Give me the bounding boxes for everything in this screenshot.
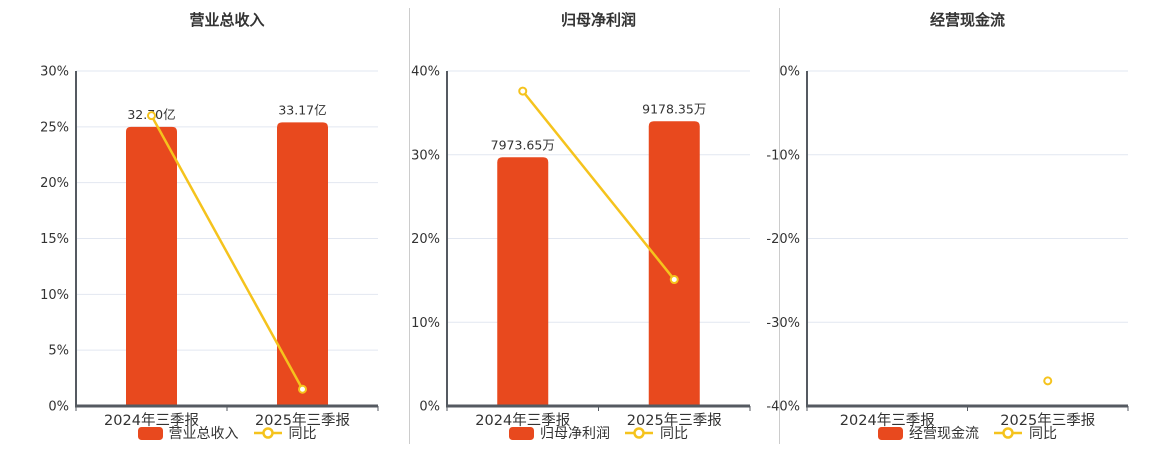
y-tick-label: 40% (411, 65, 440, 80)
y-tick-label: -30% (766, 316, 800, 331)
y-tick-label: 25% (40, 120, 69, 135)
yoy-line (150, 115, 304, 390)
x-category-label: 2024年三季报 (104, 412, 199, 429)
legend-label: 经营现金流 (909, 426, 979, 442)
y-tick-label: 10% (40, 288, 69, 303)
y-tick-label: -20% (766, 232, 800, 247)
legend-item-revenue[interactable]: 营业总收入 (137, 423, 239, 443)
yoy-marker (1043, 376, 1053, 386)
legend-revenue: 营业总收入 同比 (76, 424, 378, 442)
y-tick-label: 0% (419, 400, 440, 415)
chart-title-revenue: 营业总收入 (189, 11, 265, 29)
x-category-label: 2025年三季报 (255, 412, 350, 429)
x-category-label: 2024年三季报 (475, 412, 570, 429)
bar-swatch-icon (509, 426, 534, 440)
yoy-line (521, 90, 676, 281)
y-tick-label: 5% (48, 344, 69, 359)
bar[interactable] (497, 157, 549, 406)
yoy-marker (298, 384, 307, 394)
legend-cash-flow: 经营现金流 同比 (807, 424, 1128, 442)
x-category-label: 2025年三季报 (627, 412, 722, 429)
yoy-marker (147, 111, 156, 121)
bar[interactable] (277, 122, 328, 406)
yoy-marker (669, 275, 679, 285)
legend-net-profit: 归母净利润 同比 (447, 424, 750, 442)
y-tick-label: 30% (40, 65, 69, 80)
bar[interactable] (648, 121, 700, 406)
legend-label: 同比 (288, 426, 317, 442)
legend-item-cash-flow[interactable]: 经营现金流 (878, 423, 979, 443)
x-category-label: 2025年三季报 (1000, 412, 1095, 429)
y-tick-label: 0% (48, 400, 69, 415)
y-tick-label: -10% (766, 148, 800, 163)
bar-value-label: 7973.65万 (491, 137, 555, 152)
bar-value-label: 9178.35万 (642, 101, 706, 116)
bar-swatch-icon (878, 426, 903, 440)
legend-label: 归母净利润 (540, 426, 610, 442)
y-tick-label: -40% (766, 400, 800, 415)
y-tick-label: 20% (40, 176, 69, 191)
bar-swatch-icon (137, 426, 163, 440)
legend-label: 同比 (660, 426, 688, 442)
y-tick-label: 30% (411, 148, 440, 163)
legend-item-yoy[interactable]: 同比 (253, 423, 317, 443)
yoy-marker (518, 86, 528, 96)
legend-label: 同比 (1029, 426, 1057, 442)
legend-item-yoy[interactable]: 同比 (624, 423, 688, 443)
y-tick-label: 20% (411, 232, 440, 247)
y-tick-label: 0% (779, 65, 800, 80)
bar[interactable] (126, 126, 177, 406)
legend-item-yoy[interactable]: 同比 (993, 423, 1057, 443)
chart-title-cash-flow: 经营现金流 (929, 11, 1005, 29)
x-category-label: 2024年三季报 (840, 412, 935, 429)
y-tick-label: 10% (411, 316, 440, 331)
legend-item-net-profit[interactable]: 归母净利润 (509, 423, 610, 443)
chart-title-net-profit: 归母净利润 (560, 11, 636, 29)
yoy-line-icon (625, 427, 653, 439)
y-tick-label: 15% (40, 232, 69, 247)
yoy-line-icon (253, 427, 282, 439)
yoy-line-icon (994, 427, 1022, 439)
bar-value-label: 33.17亿 (278, 102, 326, 117)
legend-label: 营业总收入 (168, 426, 239, 442)
